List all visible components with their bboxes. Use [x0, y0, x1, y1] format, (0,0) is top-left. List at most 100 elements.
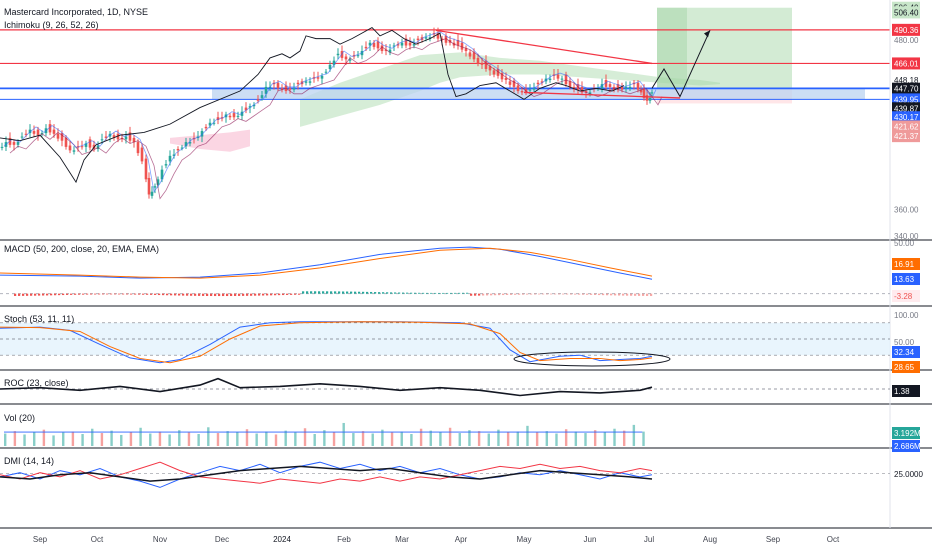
price-label-2: 480.00	[894, 36, 919, 45]
candle-body	[512, 80, 516, 87]
macd-histogram-bar	[502, 293, 505, 296]
candle-body	[456, 40, 460, 46]
symbol-title: Mastercard Incorporated, 1D, NYSE	[4, 7, 149, 17]
price-label-4-bg	[892, 57, 920, 70]
macd-value-label-2-bg	[892, 290, 920, 302]
volume-bar	[284, 430, 287, 446]
macd-histogram-bar	[98, 293, 101, 295]
volume-bar	[139, 427, 142, 446]
candle-body	[0, 146, 4, 148]
candle-body	[104, 136, 108, 138]
candle-body	[72, 150, 76, 152]
candle-body	[332, 60, 336, 65]
candle-body	[276, 82, 280, 89]
roc-value-label-bg	[892, 385, 920, 397]
candle-body	[184, 142, 188, 147]
price-label-7: 439.95	[894, 95, 919, 104]
x-tick-9: Jun	[584, 535, 597, 544]
macd-histogram-bar	[562, 293, 565, 295]
macd-histogram-bar	[318, 291, 321, 294]
price-label-10-bg	[892, 120, 920, 133]
macd-histogram-bar	[614, 293, 617, 296]
candle-body	[32, 131, 36, 134]
ichimoku-base-line	[9, 38, 663, 200]
macd-histogram-bar	[358, 291, 361, 294]
macd-histogram-bar	[550, 293, 553, 295]
candle-body	[484, 60, 488, 69]
volume-bar	[100, 433, 104, 446]
macd-histogram-bar	[474, 293, 477, 296]
volume-bar	[168, 434, 171, 446]
candle-body	[528, 89, 532, 91]
stoch-annotation-ellipse	[513, 351, 671, 367]
macd-histogram-bar	[642, 293, 645, 296]
macd-histogram-bar	[458, 292, 461, 294]
macd-histogram-bar	[574, 293, 577, 295]
macd-histogram-bar	[430, 292, 433, 294]
macd-histogram-bar	[486, 293, 489, 296]
volume-bar	[564, 429, 568, 446]
macd-value-label-1-bg	[892, 273, 920, 285]
macd-histogram-bar	[538, 293, 541, 295]
macd-histogram-bar	[230, 293, 233, 297]
projection-arrowhead	[704, 30, 710, 38]
x-tick-1: Oct	[91, 535, 104, 544]
macd-histogram-bar	[154, 293, 157, 295]
macd-histogram-bar	[534, 293, 537, 295]
volume-bar	[574, 431, 578, 446]
macd-histogram-bar	[338, 291, 341, 294]
candle-body	[388, 49, 392, 53]
volume-bar	[110, 430, 113, 446]
macd-histogram-bar	[530, 293, 533, 295]
candle-body	[464, 48, 468, 52]
macd-histogram-bar	[86, 293, 89, 295]
macd-histogram-bar	[478, 293, 481, 296]
macd-histogram-bar	[214, 293, 217, 297]
projection-path	[651, 30, 711, 98]
macd-histogram-bar	[194, 293, 197, 296]
macd-histogram-bar	[394, 292, 397, 294]
candle-body	[424, 37, 428, 39]
macd-histogram-bar	[554, 293, 557, 295]
volume-bar	[91, 428, 94, 446]
volume-bar	[158, 431, 162, 446]
candle-body	[408, 42, 412, 46]
macd-histogram-bar	[582, 293, 585, 295]
volume-bar	[265, 431, 268, 446]
candle-body	[508, 81, 512, 85]
volume-bar	[497, 429, 500, 446]
macd-histogram-bar	[414, 292, 417, 294]
macd-histogram-bar	[494, 293, 497, 296]
volume-bar	[313, 434, 316, 446]
candle-body	[12, 142, 16, 145]
macd-histogram-bar	[50, 293, 53, 296]
macd-histogram-bar	[362, 291, 365, 294]
price-label-10: 421.62	[894, 122, 919, 131]
candle-body	[400, 42, 404, 46]
volume-bar	[419, 428, 423, 446]
candle-body	[164, 164, 168, 166]
x-tick-2: Nov	[153, 535, 167, 544]
macd-histogram-bar	[314, 291, 317, 294]
price-label-6: 447.70	[894, 85, 919, 94]
macd-histogram-bar	[282, 293, 285, 296]
macd-histogram-bar	[558, 293, 561, 295]
candle-body	[496, 68, 500, 76]
volume-bar	[120, 434, 123, 446]
x-tick-5: Feb	[337, 535, 351, 544]
support-zone	[212, 88, 865, 100]
volume-bar	[13, 431, 17, 446]
candle-body	[116, 133, 120, 140]
x-tick-7: Apr	[455, 535, 468, 544]
macd-histogram-bar	[138, 293, 141, 295]
dmi-label: DMI (14, 14)	[4, 456, 55, 466]
candle-body	[340, 51, 344, 58]
volume-bar	[342, 422, 345, 446]
candle-body	[216, 117, 220, 120]
macd-histogram-bar	[118, 293, 121, 295]
macd-histogram-bar	[110, 293, 113, 295]
macd-histogram-bar	[78, 293, 81, 295]
macd-histogram-bar	[306, 291, 309, 294]
macd-histogram-bar	[246, 293, 249, 296]
